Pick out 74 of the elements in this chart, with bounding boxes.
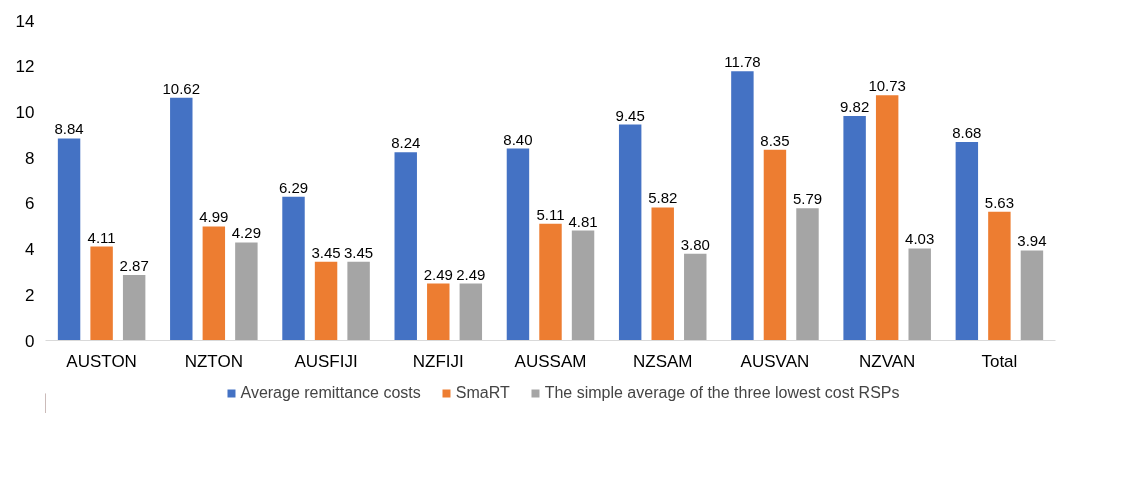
data-label: 3.45	[311, 243, 341, 261]
data-label: 3.80	[680, 235, 710, 253]
bar	[314, 261, 338, 341]
data-label: 2.87	[119, 256, 149, 274]
data-label: 11.78	[724, 53, 761, 71]
data-label: 8.35	[760, 131, 790, 149]
data-label: 9.82	[840, 98, 870, 116]
y-tick-label: 4	[25, 240, 35, 260]
bar	[347, 261, 370, 341]
bar	[202, 226, 226, 341]
data-label: 8.84	[54, 120, 84, 138]
data-label: 5.11	[536, 205, 565, 223]
bar	[908, 248, 931, 341]
data-label: 10.73	[868, 77, 906, 95]
data-label: 8.40	[503, 130, 533, 148]
data-label: 4.81	[568, 212, 598, 230]
data-label: 4.11	[87, 228, 116, 246]
data-label: 6.29	[278, 178, 309, 196]
bar	[427, 283, 450, 341]
x-tick-label: AUSVAN	[740, 351, 810, 371]
data-label: 3.94	[1017, 232, 1047, 250]
legend-label: The simple average of the three lowest cost RSPs	[544, 384, 900, 402]
y-tick-label: 14	[15, 11, 35, 31]
bar	[122, 274, 146, 341]
bar	[988, 211, 1011, 341]
x-tick-label: AUSTON	[66, 351, 137, 371]
bar	[90, 246, 113, 341]
data-label: 10.62	[162, 79, 201, 97]
bar	[1020, 250, 1044, 341]
x-tick-label: NZSAM	[632, 351, 693, 371]
data-label: 4.03	[905, 230, 935, 248]
data-label: 2.49	[423, 265, 453, 283]
x-tick-label: NZVAN	[858, 351, 916, 371]
bar	[843, 116, 866, 341]
bar	[459, 283, 483, 341]
data-label: 4.99	[199, 208, 229, 226]
data-label: 5.82	[648, 189, 678, 207]
legend-label: Average remittance costs	[240, 384, 421, 402]
bar	[282, 196, 305, 341]
bar	[235, 242, 258, 341]
data-label: 3.45	[344, 243, 374, 261]
bar	[796, 208, 819, 341]
y-tick-label: 8	[25, 148, 35, 168]
data-label: 8.68	[952, 124, 982, 142]
y-tick-label: 10	[15, 102, 35, 122]
y-tick-label: 2	[25, 285, 35, 305]
data-label: 4.29	[231, 224, 261, 242]
data-label: 8.24	[391, 134, 421, 152]
y-tick-label: 6	[25, 194, 35, 214]
data-label: 5.63	[984, 193, 1014, 211]
data-label: 5.79	[792, 190, 823, 208]
bar	[57, 138, 81, 341]
x-tick-label: NZTON	[184, 351, 243, 371]
bar	[955, 142, 979, 341]
x-tick-label: AUSFIJI	[294, 351, 358, 371]
bar	[731, 71, 754, 341]
bar	[651, 207, 674, 341]
bar	[618, 124, 642, 341]
bar	[571, 230, 595, 341]
data-label: 2.49	[456, 265, 486, 283]
legend-label: SmaRT	[455, 384, 510, 402]
x-tick-label: AUSSAM	[514, 351, 587, 371]
bar	[684, 253, 707, 341]
bar	[506, 148, 530, 341]
x-tick-label: Total	[981, 351, 1018, 371]
y-tick-label: 0	[25, 331, 35, 351]
x-tick-label: NZFIJI	[412, 351, 464, 371]
data-label: 9.45	[615, 106, 645, 124]
bar	[394, 152, 417, 341]
y-tick-label: 12	[15, 57, 35, 77]
bar	[539, 223, 562, 341]
bar	[875, 95, 899, 341]
bar	[170, 97, 193, 341]
bar	[763, 149, 787, 341]
